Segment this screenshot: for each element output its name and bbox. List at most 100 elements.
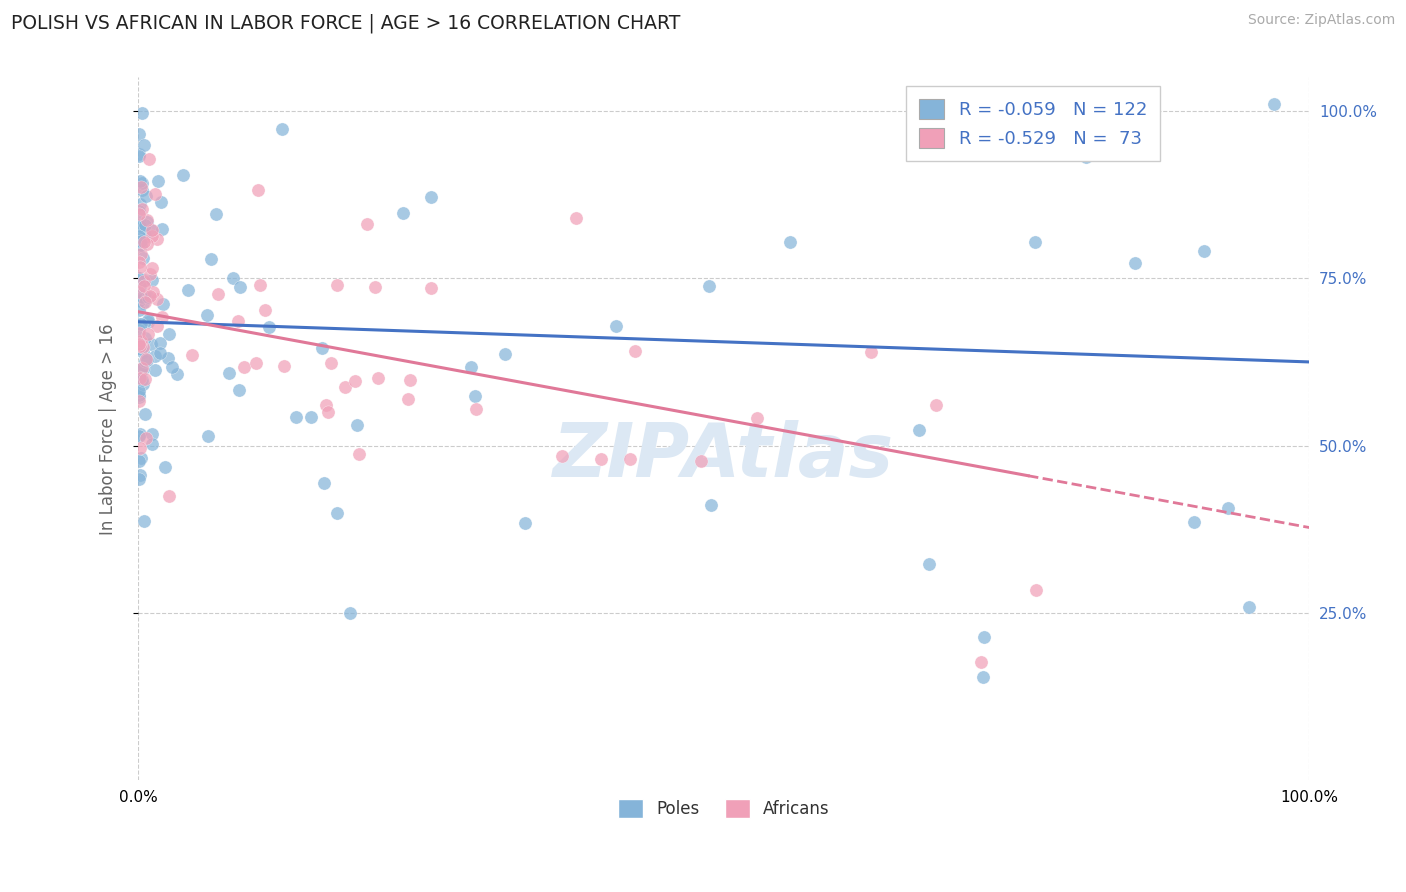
Point — [918, 557, 941, 571]
Point — [129, 426, 152, 441]
Point — [128, 149, 150, 163]
Point — [150, 310, 173, 325]
Point — [136, 312, 159, 326]
Y-axis label: In Labor Force | Age > 16: In Labor Force | Age > 16 — [100, 323, 117, 534]
Point — [129, 371, 152, 385]
Point — [1182, 516, 1205, 530]
Point — [551, 449, 574, 463]
Point — [1024, 235, 1046, 250]
Point — [129, 180, 152, 194]
Point — [346, 418, 368, 433]
Point — [318, 405, 340, 419]
Point — [136, 290, 159, 304]
Point — [207, 286, 229, 301]
Point — [1237, 600, 1260, 615]
Point — [347, 447, 370, 461]
Point — [460, 359, 482, 374]
Point — [465, 401, 488, 416]
Point — [135, 352, 157, 367]
Point — [273, 359, 295, 373]
Point — [157, 326, 180, 341]
Point — [859, 345, 882, 359]
Point — [132, 235, 155, 250]
Point — [222, 271, 245, 285]
Point — [143, 187, 166, 202]
Point — [138, 153, 160, 167]
Point — [1076, 150, 1098, 164]
Point — [1216, 500, 1239, 515]
Point — [141, 223, 163, 237]
Point — [419, 190, 441, 204]
Point — [779, 235, 801, 249]
Point — [128, 333, 150, 347]
Point — [253, 302, 276, 317]
Point — [128, 390, 150, 404]
Point — [139, 222, 162, 236]
Point — [129, 317, 152, 331]
Point — [589, 452, 612, 467]
Point — [128, 303, 150, 318]
Point — [143, 349, 166, 363]
Point — [129, 260, 152, 275]
Point — [143, 363, 166, 377]
Point — [925, 398, 948, 412]
Point — [218, 366, 240, 380]
Point — [398, 373, 420, 387]
Point — [128, 254, 150, 268]
Point — [141, 337, 163, 351]
Point — [149, 336, 172, 351]
Point — [205, 207, 228, 221]
Point — [128, 271, 150, 285]
Point — [128, 441, 150, 455]
Point — [152, 297, 174, 311]
Point — [136, 314, 159, 328]
Point — [128, 228, 150, 243]
Point — [128, 334, 150, 348]
Point — [135, 215, 157, 229]
Text: ZIPAtlas: ZIPAtlas — [553, 420, 894, 493]
Point — [690, 454, 713, 468]
Point — [1192, 244, 1215, 258]
Point — [129, 338, 152, 352]
Point — [257, 319, 280, 334]
Point — [228, 384, 250, 398]
Point — [129, 450, 152, 465]
Point — [134, 331, 156, 345]
Point — [129, 467, 152, 482]
Point — [131, 105, 153, 120]
Point — [135, 237, 157, 252]
Point — [160, 360, 183, 375]
Point — [367, 371, 389, 385]
Point — [134, 408, 156, 422]
Point — [132, 376, 155, 391]
Point — [146, 292, 169, 306]
Point — [315, 399, 337, 413]
Point — [134, 138, 156, 153]
Point — [172, 169, 194, 183]
Point — [128, 207, 150, 221]
Point — [245, 356, 267, 370]
Point — [973, 631, 995, 645]
Point — [129, 247, 152, 261]
Point — [247, 183, 270, 197]
Point — [311, 341, 333, 355]
Point — [129, 219, 152, 233]
Point — [146, 174, 169, 188]
Point — [131, 361, 153, 376]
Point — [700, 498, 723, 512]
Point — [128, 384, 150, 398]
Point — [128, 454, 150, 468]
Point — [132, 288, 155, 302]
Point — [131, 202, 153, 216]
Point — [141, 437, 163, 451]
Point — [699, 279, 721, 293]
Point — [333, 380, 356, 394]
Point — [131, 176, 153, 190]
Point — [134, 294, 156, 309]
Point — [134, 274, 156, 288]
Point — [135, 431, 157, 445]
Point — [142, 285, 165, 299]
Point — [420, 280, 443, 294]
Point — [177, 283, 200, 297]
Point — [128, 270, 150, 285]
